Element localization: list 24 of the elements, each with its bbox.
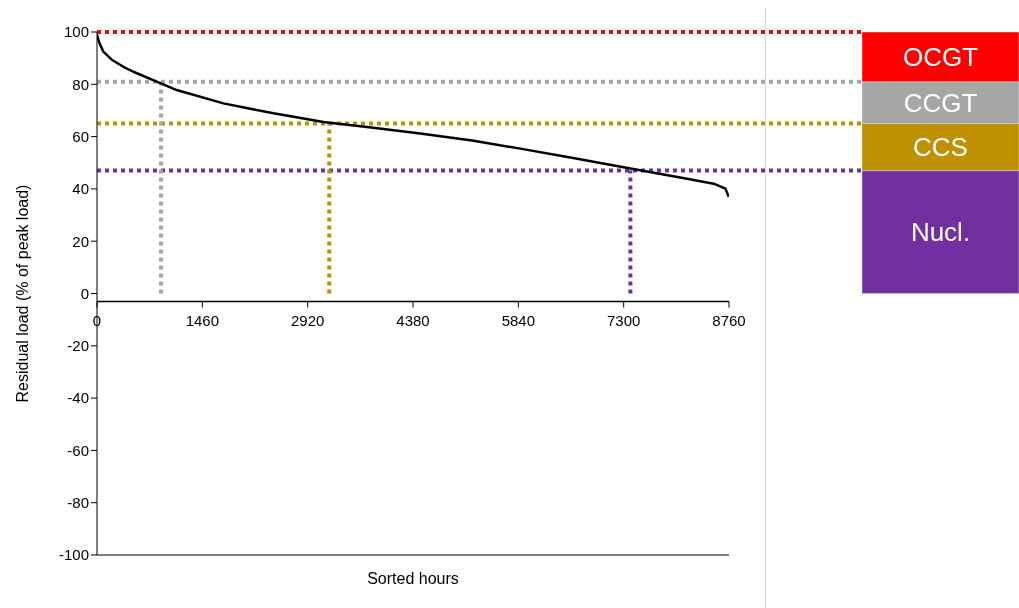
y-tick-label: 80 [72, 75, 89, 93]
series-label: OCGT [902, 41, 979, 72]
series-label: CCGT [903, 87, 978, 118]
y-tick-label: 100 [63, 23, 89, 41]
x-axis-title: Sorted hours [367, 570, 459, 587]
y-tick-label: 40 [72, 180, 89, 198]
y-tick-label: -80 [67, 494, 89, 512]
y-tick-label: 0 [80, 284, 89, 302]
x-tick-label: 7300 [606, 311, 641, 329]
x-tick-label: 1460 [185, 311, 220, 329]
x-tick-label: 5840 [501, 311, 536, 329]
y-tick-label: 20 [72, 232, 89, 250]
x-tick-label: 0 [92, 311, 102, 329]
y-tick-label: -100 [58, 546, 89, 564]
series-label: CCS [913, 132, 968, 163]
series-label: Nucl. [910, 217, 971, 248]
y-tick-label: 60 [72, 127, 89, 145]
y-tick-label: -20 [67, 337, 89, 355]
y-axis-title: Residual load (% of peak load) [13, 184, 31, 403]
x-tick-label: 4380 [396, 311, 430, 329]
y-tick-label: -40 [67, 389, 89, 407]
x-tick-label: 8760 [712, 311, 746, 329]
y-tick-label: -60 [67, 441, 89, 459]
x-tick-label: 2920 [290, 311, 325, 329]
